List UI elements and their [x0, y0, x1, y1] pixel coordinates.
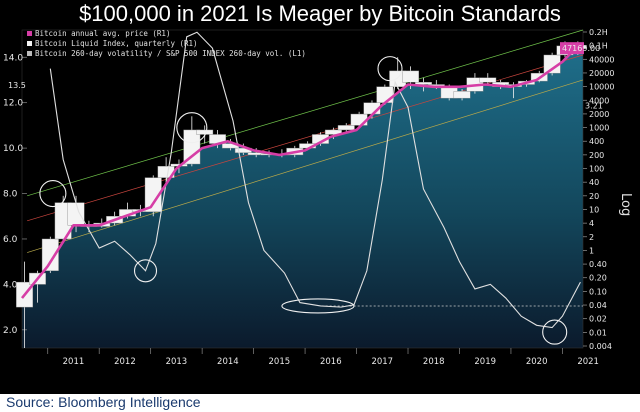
x-tick-label: 2015: [269, 357, 291, 367]
x-tick-label: 2017: [371, 357, 393, 367]
x-tick-label: 2021: [577, 357, 599, 367]
right-tick-label: 2: [589, 233, 594, 242]
right-tick-label: 100: [589, 165, 604, 174]
candle-body: [144, 177, 162, 212]
right-tick-label: 0.10: [589, 287, 607, 296]
legend-swatch: [27, 51, 32, 56]
price-axis-label: 3.21: [585, 101, 603, 110]
highlight-circle: [39, 179, 67, 208]
annual-price-line: [20, 44, 579, 299]
right-tick-label: 40000: [589, 55, 614, 64]
left-tick-label: 4.0: [3, 280, 18, 290]
last-price-tag: [560, 42, 584, 55]
chart-title: $100,000 in 2021 Is Meager by Bitcoin St…: [0, 0, 640, 28]
candle-body: [479, 77, 497, 83]
right-tick-label: 1: [589, 246, 594, 255]
candle-body: [453, 91, 471, 99]
right-tick-label: 10: [589, 205, 599, 214]
left-tick-label: 6.0: [3, 235, 18, 245]
right-tick-label: 20: [589, 192, 599, 201]
candle-body: [183, 129, 201, 165]
highlight-circle: [377, 56, 403, 82]
right-axis-label: Log: [618, 193, 633, 216]
right-tick-label: 0.20: [589, 274, 607, 283]
x-tick-label: 2019: [474, 357, 496, 367]
left-tick-label: 12.0: [3, 99, 23, 109]
candle-body: [402, 70, 420, 83]
right-tick-label: 0.004: [589, 342, 612, 351]
left-tick-label: 8.0: [3, 190, 18, 200]
x-tick-label: 2012: [114, 357, 136, 367]
x-tick-label: 2013: [166, 357, 188, 367]
last-price-label: 47169.00: [562, 44, 600, 53]
volatility-line: [49, 31, 581, 329]
right-tick-label: 4000: [589, 96, 609, 105]
candle-body: [376, 86, 394, 103]
candle-body: [196, 129, 214, 135]
highlight-circle: [176, 112, 208, 144]
legend-entry: Bitcoin Liquid Index, quarterly (R1): [35, 39, 198, 48]
chart-area: 2.04.06.08.010.012.014.00.2H0.1H40000200…: [0, 28, 640, 394]
right-tick-label: 2000: [589, 110, 609, 119]
left-tick-label: 10.0: [3, 144, 23, 154]
right-tick-label: 0.2H: [589, 28, 608, 37]
right-tick-label: 0.04: [589, 301, 607, 310]
price-axis-label: 13.5: [8, 81, 26, 90]
source-note: Source: Bloomberg Intelligence: [6, 394, 201, 410]
left-tick-label: 14.0: [3, 53, 23, 63]
right-tick-label: 0.40: [589, 260, 607, 269]
right-tick-label: 400: [589, 137, 604, 146]
left-tick-label: 2.0: [3, 326, 18, 336]
x-tick-label: 2016: [320, 357, 342, 367]
candle-body: [67, 202, 85, 226]
right-tick-label: 0.01: [589, 328, 607, 337]
x-tick-label: 2011: [63, 357, 85, 367]
right-tick-label: 1000: [589, 124, 609, 133]
right-tick-label: 0.02: [589, 315, 607, 324]
right-tick-label: 20000: [589, 69, 614, 78]
highlight-ellipse: [281, 298, 355, 314]
right-tick-label: 10000: [589, 83, 614, 92]
candle-body: [337, 125, 355, 131]
right-tick-label: 40: [589, 178, 599, 187]
trend-lower-line: [27, 79, 584, 253]
legend-swatch: [27, 31, 32, 36]
x-tick-label: 2020: [526, 357, 548, 367]
legend-entry: Bitcoin 260-day volatility / S&P 500 IND…: [35, 49, 306, 58]
trend-middle-line: [27, 54, 584, 222]
candle-body: [41, 238, 59, 271]
candle-body: [415, 82, 432, 85]
candle-body: [324, 129, 342, 135]
highlight-circle: [133, 259, 158, 283]
legend-entry: Bitcoin annual avg. price (R1): [35, 29, 170, 38]
x-tick-label: 2018: [423, 357, 445, 367]
right-tick-label: 4: [589, 219, 594, 228]
right-tick-label: 0.1H: [589, 42, 608, 51]
right-tick-label: 200: [589, 151, 604, 160]
plot-frame: [21, 29, 584, 349]
price-area-fill: [22, 45, 583, 349]
x-tick-label: 2014: [217, 357, 239, 367]
legend-swatch: [27, 41, 32, 46]
candle-body: [350, 113, 368, 126]
trend-upper-line: [27, 29, 584, 197]
highlight-circle: [542, 319, 568, 345]
